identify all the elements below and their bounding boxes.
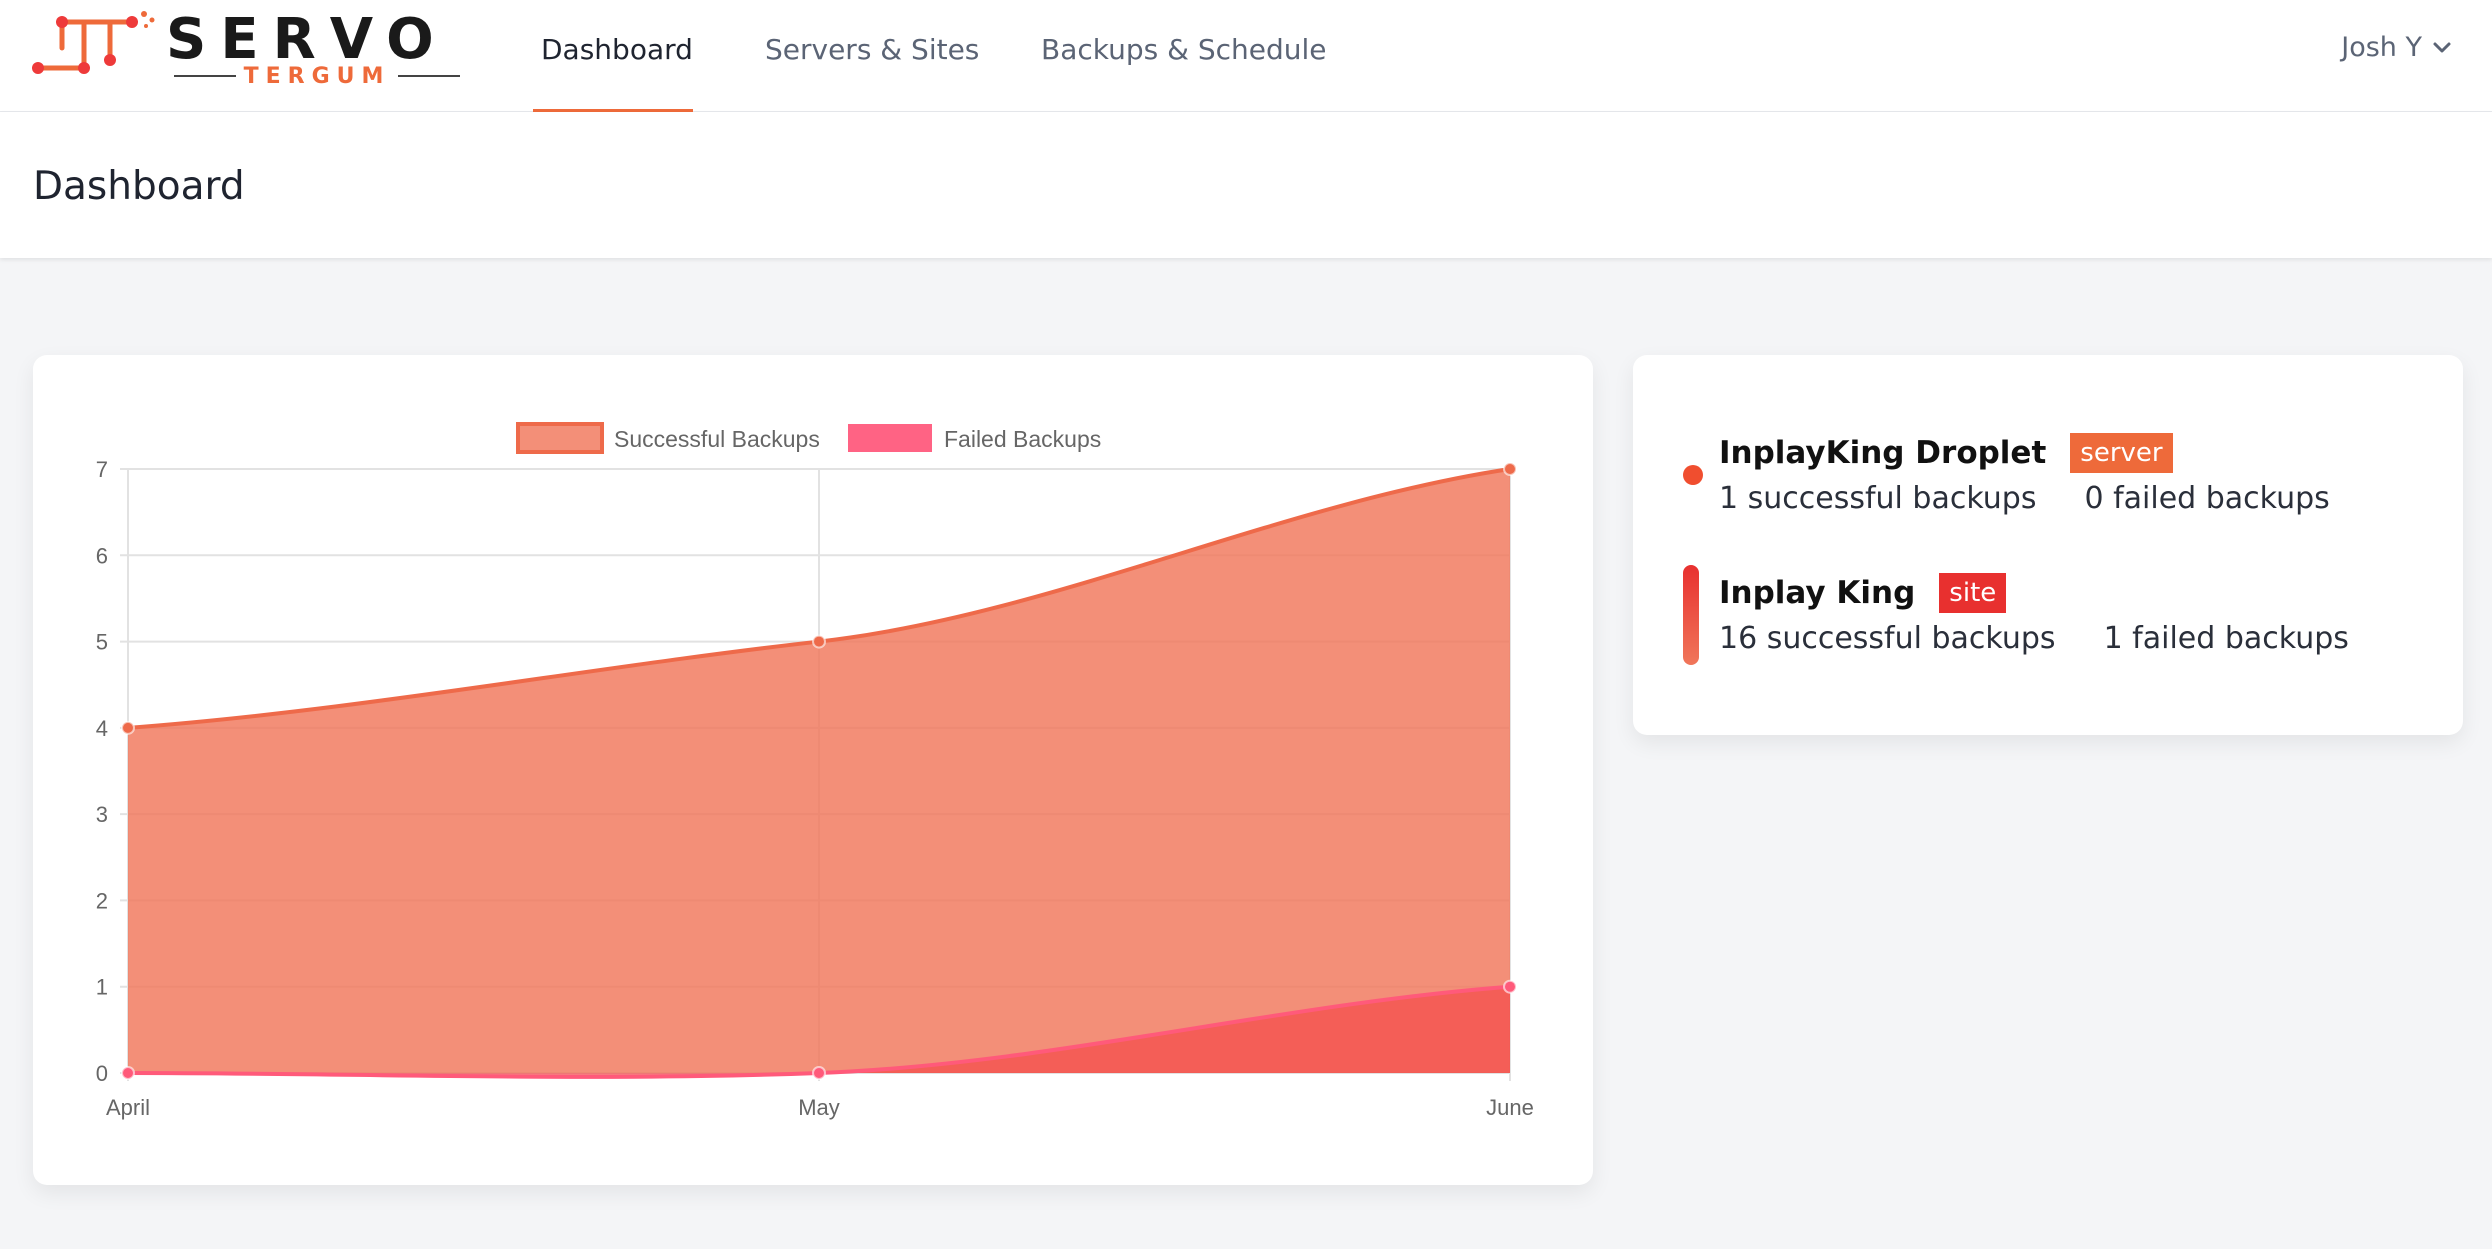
page-header: Dashboard [0,112,2492,258]
y-tick-label: 5 [96,630,108,655]
tab-dashboard[interactable]: Dashboard [541,33,693,66]
item-name: InplayKing Droplet [1719,435,2047,471]
legend-label: Failed Backups [944,426,1101,452]
brand-subtitle-row: TERGUM [166,63,468,89]
y-tick-label: 1 [96,975,108,1000]
x-tick-label: June [1486,1095,1534,1120]
summary-item-site[interactable]: Inplay King site 16 successful backups 1… [1719,573,2349,656]
data-point [1503,979,1517,994]
server-status-dot [1683,465,1703,485]
brand-divider [398,75,461,77]
legend-swatch [848,424,932,452]
series-area [128,986,1510,1077]
data-point [812,634,826,649]
x-tick-label: April [106,1095,150,1120]
legend-label: Successful Backups [614,426,820,452]
y-tick-label: 7 [96,457,108,482]
data-point [121,720,135,735]
brand-divider [174,75,236,77]
y-tick-label: 2 [96,888,108,913]
top-navigation: SERVO TERGUM Dashboard Servers & Sites B… [0,0,2492,112]
successful-count: 16 successful backups [1719,621,2056,656]
user-name: Josh Y [2341,32,2422,63]
item-name: Inplay King [1719,575,1916,611]
y-tick-label: 6 [96,543,108,568]
type-badge: site [1939,573,2007,613]
active-tab-indicator [533,109,693,112]
series-area [128,469,1510,1073]
legend-swatch [516,422,604,454]
page-title: Dashboard [33,164,245,209]
type-badge: server [2070,433,2173,473]
user-menu[interactable]: Josh Y [2341,28,2452,68]
brand-name: SERVO [166,7,448,72]
failed-count: 0 failed backups [2084,481,2330,516]
backups-chart-card: 0 1 2 3 4 5 6 7 April May June Successful Backups Fa… [33,355,1593,1185]
tab-servers-sites[interactable]: Servers & Sites [765,33,980,66]
data-point [812,1066,826,1080]
backups-chart: 0 1 2 3 4 5 6 7 April May June Successful Backups Fa… [96,422,1534,1120]
backup-summary-card: InplayKing Droplet server 1 successful b… [1633,355,2463,735]
successful-count: 1 successful backups [1719,481,2037,516]
y-tick-label: 4 [96,716,108,741]
tab-backups-schedule[interactable]: Backups & Schedule [1041,33,1327,66]
chevron-down-icon [2433,42,2451,53]
data-point [1503,462,1517,476]
brand-logo[interactable]: SERVO TERGUM [32,7,461,89]
summary-item-server[interactable]: InplayKing Droplet server 1 successful b… [1719,433,2330,516]
x-tick-label: May [798,1095,840,1120]
y-tick-label: 0 [96,1061,108,1086]
data-point [121,1066,135,1080]
site-status-bar [1683,565,1699,665]
failed-count: 1 failed backups [2103,621,2349,656]
brand-subtitle: TERGUM [243,63,391,89]
logo-icon [32,11,155,74]
y-tick-label: 3 [96,802,108,827]
